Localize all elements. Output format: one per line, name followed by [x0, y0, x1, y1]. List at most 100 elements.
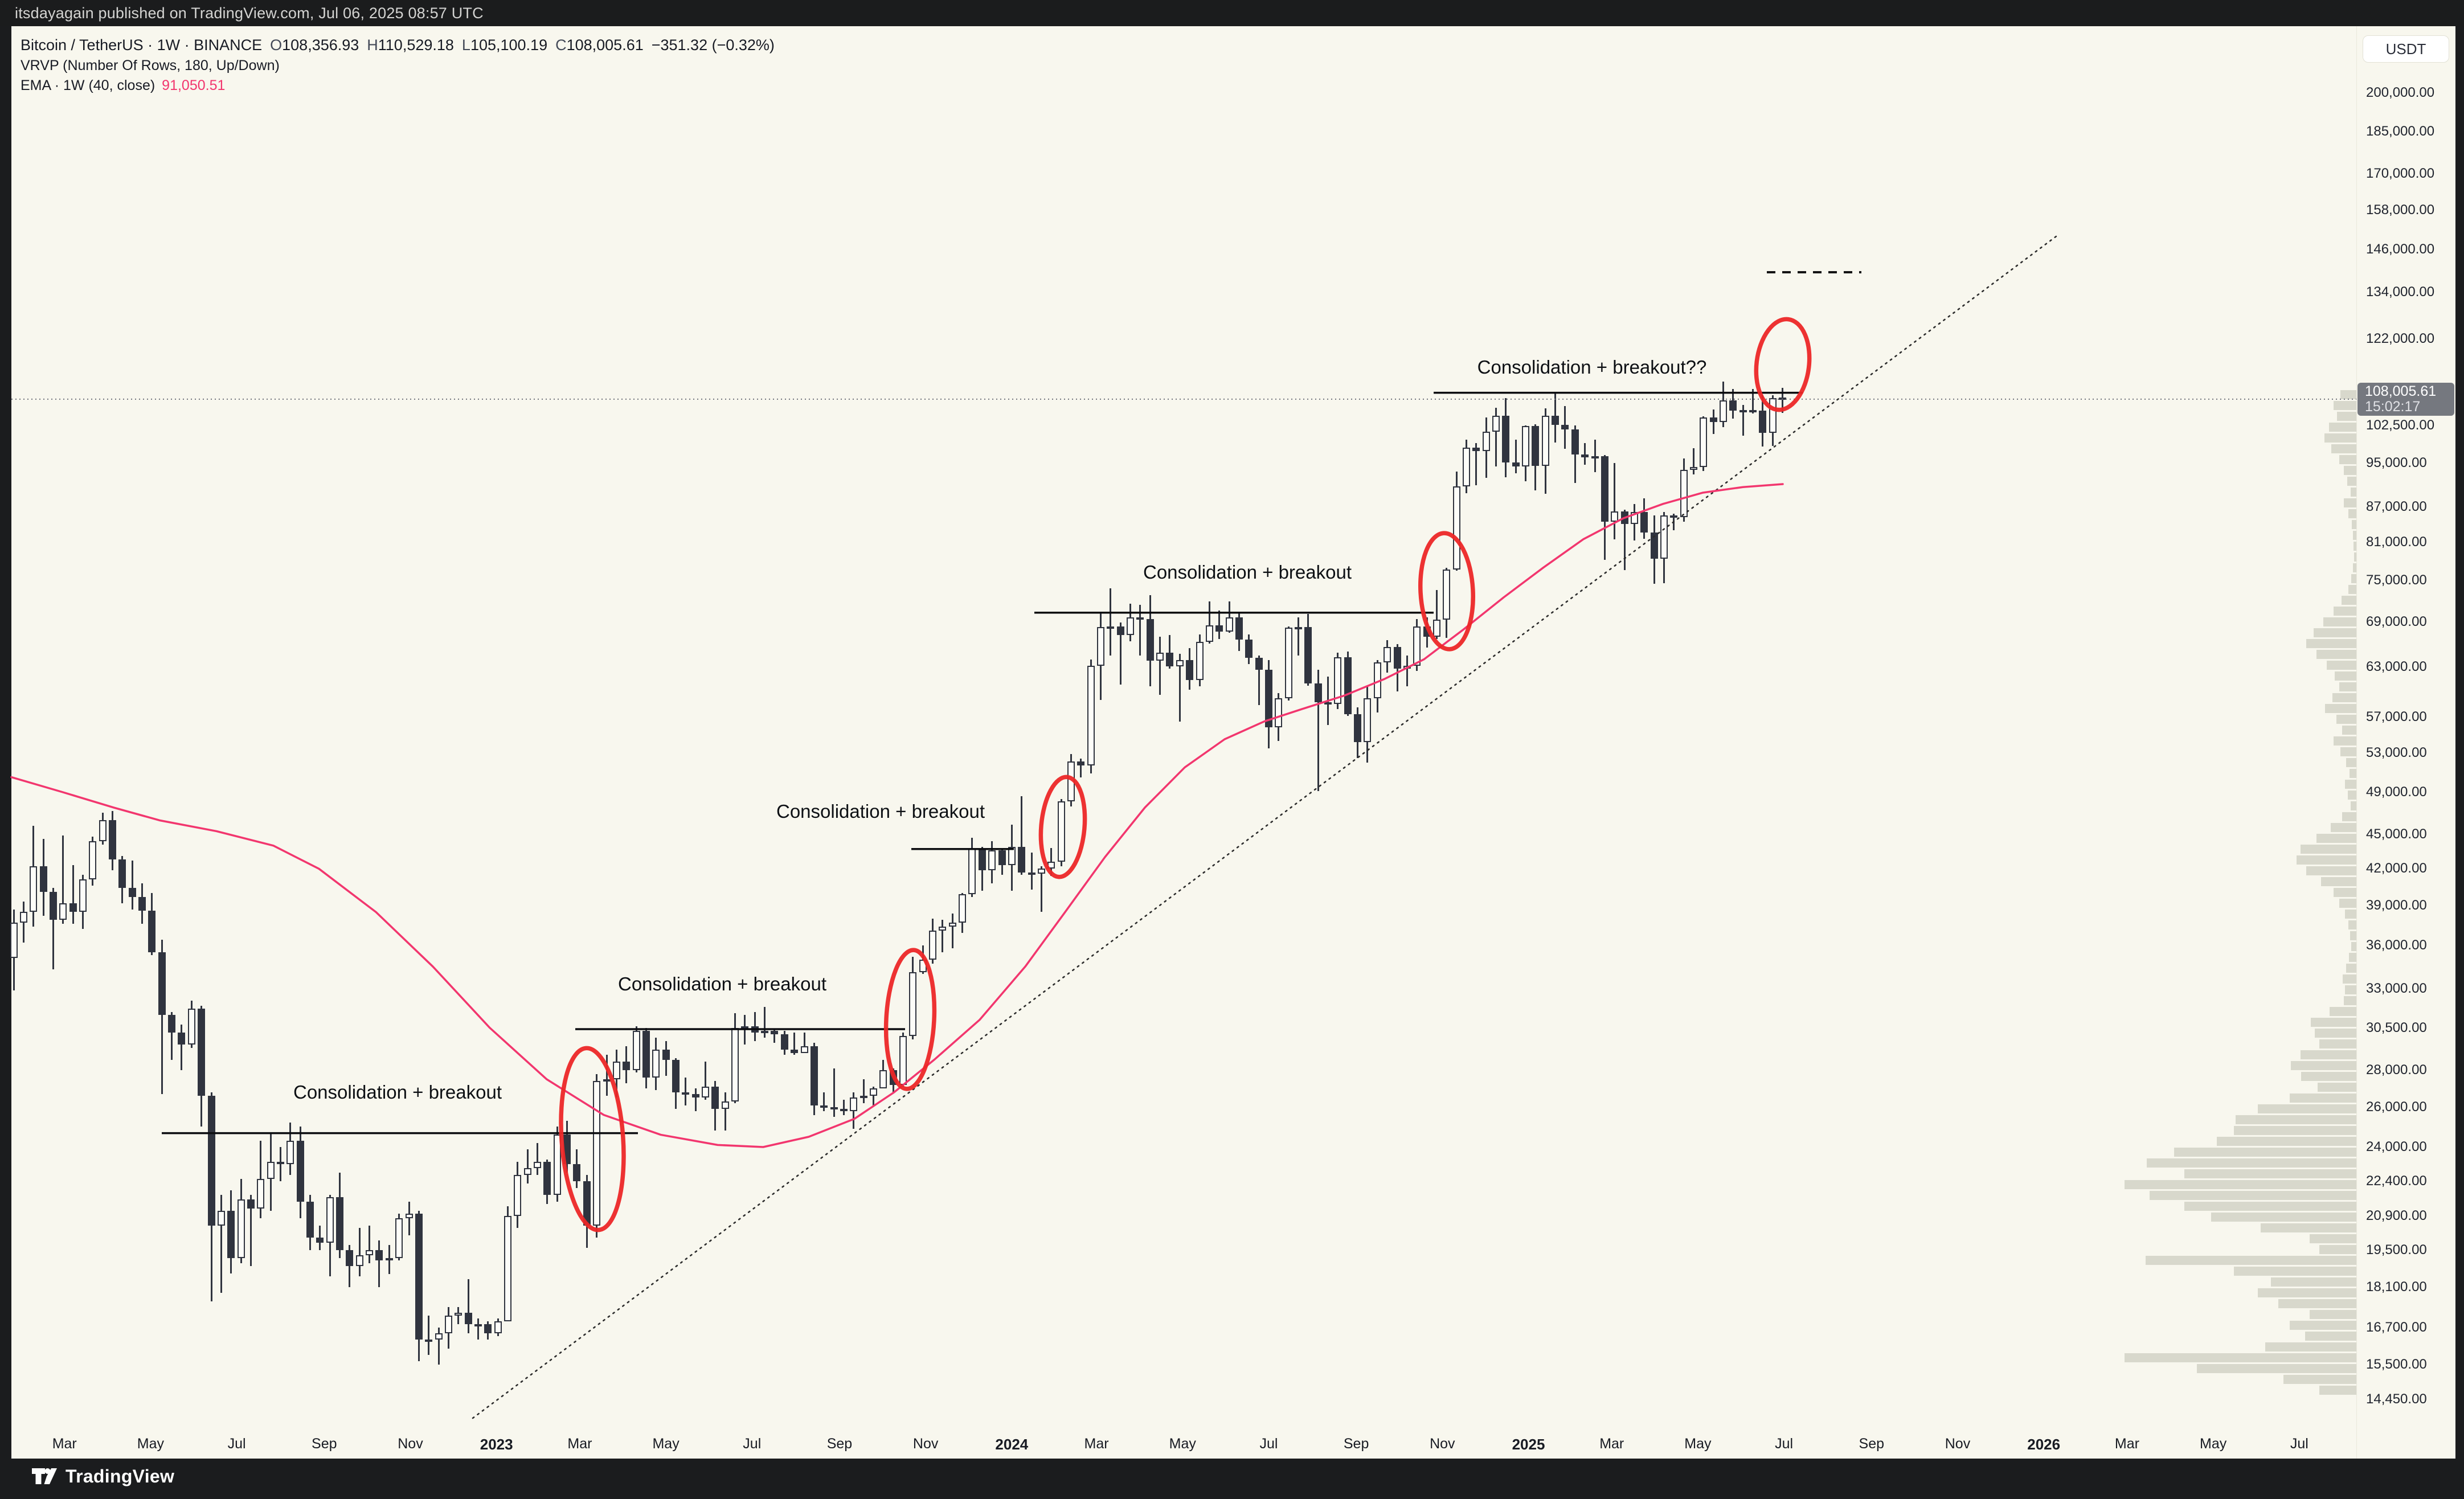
volume-profile-bar — [2283, 1375, 2356, 1384]
volume-profile-bar — [2265, 1342, 2356, 1351]
annotation-text: Consolidation + breakout — [293, 1082, 502, 1103]
candle-down — [336, 1197, 344, 1251]
volume-profile-bar — [2311, 1018, 2356, 1027]
candle-down — [148, 911, 156, 953]
candle-down — [1502, 415, 1510, 462]
candle-down — [1255, 658, 1263, 670]
candle-wick — [685, 1077, 687, 1105]
candle-down — [1601, 456, 1608, 522]
candle-down — [1670, 515, 1678, 518]
change-value: −351.32 (−0.32%) — [651, 36, 775, 54]
candle-up — [948, 922, 956, 927]
candle-up — [10, 922, 18, 959]
candle-wick — [62, 835, 64, 924]
candle-wick — [1584, 443, 1586, 465]
price-tick-label: 14,450.00 — [2366, 1391, 2427, 1407]
candle-up — [1384, 647, 1391, 663]
candle-wick — [279, 1146, 281, 1182]
volume-profile-bar — [2318, 1083, 2356, 1092]
time-axis-year-label: 2026 — [2027, 1436, 2061, 1453]
volume-profile-bar — [2348, 509, 2356, 518]
volume-profile-bar — [2321, 877, 2356, 886]
candle-wick — [724, 1092, 726, 1131]
candle-down — [1561, 424, 1569, 430]
candle-down — [1077, 761, 1085, 766]
candle-down — [227, 1211, 235, 1258]
volume-profile-bar — [2324, 433, 2356, 443]
breakout-circle — [559, 1046, 626, 1232]
tradingview-logo[interactable]: TradingView — [32, 1465, 174, 1488]
price-axis[interactable] — [2356, 26, 2455, 1459]
candle-wick — [823, 1092, 825, 1111]
time-axis-year-label: 2024 — [995, 1436, 1029, 1453]
candle-down — [49, 891, 57, 920]
candle-up — [1492, 415, 1500, 432]
candle-wick — [220, 1194, 222, 1293]
symbol-header[interactable]: Bitcoin / TetherUS · 1W · BINANCE O108,35… — [21, 36, 775, 54]
volume-profile-bar — [2344, 498, 2356, 507]
volume-profile-bar — [2310, 1310, 2356, 1319]
candle-wick — [1208, 601, 1210, 644]
candle-down — [178, 1033, 186, 1045]
volume-profile-bar — [2291, 1061, 2356, 1070]
volume-profile-bar — [2305, 1332, 2356, 1341]
candle-wick — [705, 1061, 706, 1100]
annotation-text: Consolidation + breakout — [618, 973, 826, 994]
price-tick-label: 53,000.00 — [2366, 745, 2427, 761]
time-axis-month-label: May — [1169, 1436, 1196, 1452]
candle-wick — [52, 888, 54, 970]
candle-wick — [1614, 462, 1616, 539]
time-axis-month-label: Mar — [567, 1436, 592, 1452]
candle-up — [1127, 617, 1135, 636]
candle-down — [1136, 617, 1144, 620]
vrvp-indicator-label[interactable]: VRVP (Number Of Rows, 180, Up/Down) — [21, 58, 280, 73]
symbol-title[interactable]: Bitcoin / TetherUS · 1W · BINANCE — [21, 36, 263, 54]
volume-profile-bar — [2314, 628, 2356, 637]
candle-up — [632, 1031, 640, 1071]
candle-wick — [1475, 443, 1477, 486]
candle-down — [1532, 426, 1540, 466]
volume-profile-bar — [2342, 812, 2356, 821]
candle-up — [1334, 657, 1342, 705]
high-label: H — [367, 36, 378, 54]
vrvp-indicator-row[interactable]: VRVP (Number Of Rows, 180, Up/Down) — [21, 58, 280, 74]
candle-down — [691, 1093, 699, 1098]
volume-profile-bar — [2331, 444, 2356, 453]
candle-wick — [457, 1306, 460, 1325]
price-tick-label: 146,000.00 — [2366, 241, 2435, 257]
volume-profile-bar — [2301, 845, 2356, 854]
volume-profile-bar — [2150, 1191, 2356, 1200]
time-axis-month-label: May — [1684, 1436, 1712, 1452]
volume-profile-bar — [2319, 1245, 2356, 1254]
candle-wick — [764, 1007, 766, 1038]
candle-down — [375, 1250, 383, 1261]
candle-up — [395, 1218, 403, 1258]
volume-profile-bar — [2334, 888, 2356, 897]
candle-up — [1690, 467, 1697, 470]
candle-up — [425, 1339, 433, 1342]
price-tick-label: 18,100.00 — [2366, 1279, 2427, 1295]
ema-indicator-row[interactable]: EMA · 1W (40, close) 91,050.51 — [21, 77, 225, 94]
candle-up — [1413, 626, 1421, 666]
candle-wick — [349, 1245, 351, 1288]
volume-profile-bar — [2354, 542, 2356, 551]
candle-wick — [1169, 635, 1171, 669]
candle-wick — [1495, 408, 1497, 467]
volume-profile-bar — [2184, 1202, 2356, 1211]
candle-wick — [537, 1142, 539, 1175]
candle-wick — [437, 1327, 440, 1365]
candle-wick — [1435, 589, 1438, 639]
price-tick-label: 15,500.00 — [2366, 1356, 2427, 1372]
candle-wick — [1594, 440, 1596, 472]
candle-up — [1107, 626, 1115, 629]
candle-down — [484, 1324, 492, 1334]
candle-wick — [1258, 655, 1260, 705]
currency-toggle[interactable]: USDT — [2363, 35, 2449, 63]
candle-up — [89, 841, 97, 880]
ema-indicator-label[interactable]: EMA · 1W (40, close) — [21, 77, 155, 93]
annotation-text: Consolidation + breakout — [1143, 562, 1352, 583]
time-axis-month-label: Jul — [1259, 1436, 1278, 1452]
last-price-badge: 108,005.61 15:02:17 — [2357, 382, 2454, 416]
volume-profile-bar — [2336, 715, 2356, 724]
candle-up — [721, 1101, 729, 1109]
